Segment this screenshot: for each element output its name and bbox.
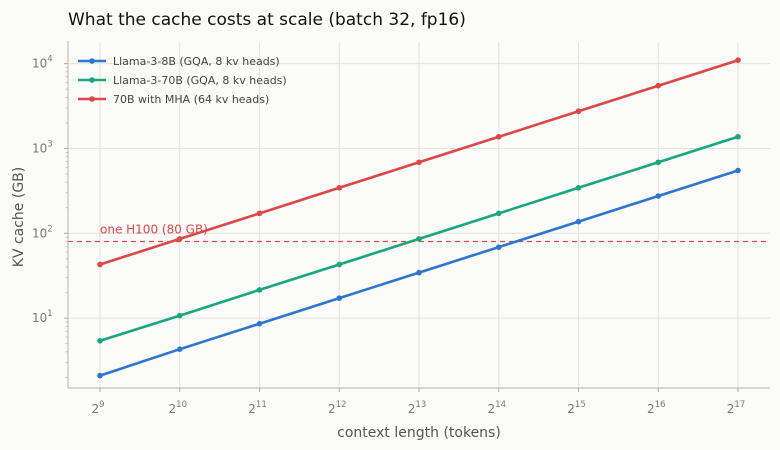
reference-line-label: one H100 (80 GB): [100, 223, 208, 237]
data-point: [655, 193, 662, 199]
x-axis-label: context length (tokens): [337, 425, 501, 441]
data-point: [336, 295, 343, 301]
data-point: [256, 320, 263, 327]
data-point: [416, 159, 422, 166]
legend-marker: [89, 96, 95, 102]
data-point: [336, 261, 343, 268]
legend-marker: [89, 77, 95, 83]
data-point: [176, 346, 183, 353]
x-tick-label: 210: [169, 400, 187, 416]
x-tick-label: 213: [408, 400, 426, 416]
data-point: [575, 185, 582, 191]
data-point: [256, 287, 263, 293]
data-point: [655, 82, 662, 89]
x-tick-label: 29: [91, 400, 104, 416]
y-tick-label: 101: [32, 309, 53, 325]
data-point: [735, 133, 741, 140]
x-tick-label: 212: [328, 400, 346, 416]
data-point: [735, 57, 741, 63]
data-point: [495, 210, 502, 217]
data-point: [575, 218, 582, 225]
legend-marker: [89, 58, 95, 64]
legend: Llama-3-8B (GQA, 8 kv heads) Llama-3-70B …: [78, 55, 287, 106]
x-tick-label: 216: [647, 400, 665, 416]
data-point: [336, 185, 343, 191]
y-tick-label: 104: [32, 55, 53, 71]
data-point: [97, 261, 103, 268]
legend-label: Llama-3-70B (GQA, 8 kv heads): [113, 74, 287, 87]
data-point: [176, 236, 183, 242]
legend-label: 70B with MHA (64 kv heads): [113, 93, 269, 106]
x-tick-label: 211: [248, 400, 266, 416]
x-tick-label: 214: [488, 400, 506, 416]
axes: [64, 41, 770, 392]
data-point: [416, 236, 422, 242]
legend-label: Llama-3-8B (GQA, 8 kv heads): [113, 55, 280, 68]
data-point: [495, 244, 502, 250]
y-tick-label: 103: [32, 139, 53, 155]
x-tick-label: 215: [567, 400, 585, 416]
y-axis-label: KV cache (GB): [11, 167, 27, 268]
tick-labels: 29 210 211 212 213 214 215 216 217 101 102 103 104: [32, 55, 745, 416]
y-tick-label: 102: [32, 224, 53, 240]
data-point: [575, 108, 582, 115]
data-point: [655, 159, 662, 166]
data-point: [256, 210, 263, 217]
data-point: [97, 372, 103, 379]
data-point: [735, 167, 741, 174]
data-point: [97, 338, 103, 344]
x-tick-label: 217: [727, 400, 745, 416]
chart-title: What the cache costs at scale (batch 32,…: [68, 10, 466, 30]
data-point: [176, 312, 183, 319]
data-point: [416, 269, 422, 276]
series-group: [97, 57, 741, 379]
data-point: [495, 133, 502, 140]
